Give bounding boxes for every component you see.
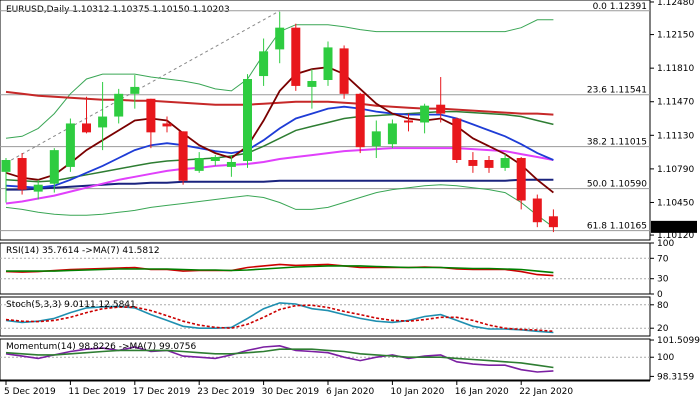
candle-body [130, 86, 140, 94]
price-tick-label: 1.11130 [657, 131, 694, 141]
indicator-panel-stoch: 80 20 Stoch(5,3,3) 9.0111 12.5841 [0, 296, 669, 337]
candle-body [532, 198, 542, 223]
chart-header: EURUSD,Daily 1.10312 1.10375 1.10150 1.1… [6, 5, 230, 15]
price-tick-label: 1.10120 [657, 231, 694, 241]
candle-body [516, 158, 526, 201]
fib-level-label: 38.2 1.11015 [587, 138, 647, 148]
candle-body [1, 160, 11, 172]
candle-body [146, 98, 156, 133]
stoch-series-0 [5, 302, 554, 334]
candle-body [226, 161, 236, 167]
slow-red-ma-line [5, 90, 554, 116]
momentum-title: Momentum(14) 98.8226 ->MA(7) 99.0756 [6, 342, 197, 352]
candle-body [420, 105, 430, 123]
rsi-series-0 [5, 263, 554, 277]
time-tick-label: 6 Jan 2020 [326, 387, 374, 397]
current-price-marker [651, 220, 697, 233]
price-tick-label: 1.11470 [657, 98, 694, 108]
price-tick-label: 1.10450 [657, 198, 694, 208]
time-tick-label: 17 Dec 2019 [133, 387, 191, 397]
candle-body [243, 79, 252, 161]
green-ma-line [5, 110, 554, 183]
momentum-tick-label: 100 [657, 353, 674, 363]
time-tick-label: 11 Dec 2019 [68, 387, 126, 397]
time-tick-label: 23 Dec 2019 [197, 387, 255, 397]
candle-body [194, 158, 204, 171]
indicator-panels: 100 70 30 0 RSI(14) 35.7614 ->MA(7) 41.5812 8… [0, 239, 700, 382]
candle-body [259, 51, 269, 77]
rsi-tick-label: 70 [657, 254, 669, 264]
candle-body [355, 93, 365, 148]
fib-level-label: 23.6 1.11541 [587, 86, 647, 96]
candle-body [323, 47, 333, 80]
price-plot: 0.0 1.12391 23.6 1.11541 38.2 1.11015 50.0 … [0, 2, 650, 233]
time-tick-label: 5 Dec 2019 [4, 387, 56, 397]
momentum-series-0 [5, 344, 554, 373]
candle-body [49, 150, 59, 184]
candle-body [114, 93, 124, 117]
price-tick-label: 1.11810 [657, 64, 694, 74]
indicator-panel-momentum: 101.5099 100 98.3159 Momentum(14) 98.8226 -… [0, 336, 700, 382]
candle-body [33, 184, 43, 192]
time-tick-label: 22 Jan 2020 [519, 387, 573, 397]
time-tick-label: 16 Jan 2020 [455, 387, 509, 397]
momentum-tick-label: 101.5099 [657, 336, 700, 346]
candle-body [98, 116, 108, 128]
candle-body [162, 123, 172, 127]
fib-level-label: 50.0 1.10590 [587, 180, 647, 190]
price-axis: 1.12480 1.12150 1.11810 1.11470 1.11130 1.107… [650, 0, 697, 241]
price-panel: EURUSD,Daily 1.10312 1.10375 1.10150 1.1… [0, 0, 651, 241]
candle-body [484, 160, 494, 168]
bollinger-lower-line [5, 184, 554, 228]
candle-body [275, 27, 285, 50]
candle-body [452, 118, 462, 160]
price-tick-label: 1.12150 [657, 31, 694, 41]
blue-ma-line [5, 105, 554, 189]
trend-line [5, 10, 280, 164]
candle-body [178, 131, 188, 181]
time-tick-label: 10 Jan 2020 [390, 387, 444, 397]
rsi-title: RSI(14) 35.7614 ->MA(7) 41.5812 [6, 246, 160, 256]
candle-body [210, 157, 220, 161]
rsi-tick-label: 0 [657, 290, 663, 300]
candle-body [291, 27, 301, 86]
momentum-series-1 [5, 348, 554, 369]
rsi-tick-label: 100 [657, 239, 674, 249]
time-axis: 5 Dec 2019 11 Dec 2019 17 Dec 2019 23 Dec 2… [0, 380, 650, 397]
candle-body [387, 123, 397, 145]
candle-body [468, 160, 478, 166]
rsi-tick-label: 30 [657, 275, 669, 285]
fib-level-label: 0.0 1.12391 [593, 2, 647, 12]
candle-body [339, 48, 349, 94]
candle-body [65, 123, 75, 167]
current-price-label: 1.10203 [654, 223, 691, 233]
candle-body [17, 158, 27, 190]
momentum-panel-frame [0, 338, 651, 381]
magenta-ma-line [5, 147, 554, 205]
stoch-series-1 [5, 304, 554, 333]
indicator-panel-rsi: 100 70 30 0 RSI(14) 35.7614 ->MA(7) 41.5812 [0, 239, 674, 300]
time-tick-label: 30 Dec 2019 [262, 387, 320, 397]
candle-body [404, 120, 413, 123]
fast-red-ma-line [5, 66, 554, 194]
candle-body [371, 131, 381, 147]
candle-body [500, 158, 510, 168]
rsi-series-1 [6, 265, 554, 274]
fib-level-label: 61.8 1.10165 [587, 222, 647, 232]
momentum-tick-label: 98.3159 [657, 372, 694, 382]
candle-body [82, 123, 91, 133]
stoch-tick-label: 80 [657, 301, 669, 311]
candle-body [307, 80, 317, 87]
stoch-title: Stoch(5,3,3) 9.0111 12.5841 [6, 300, 136, 310]
price-tick-label: 1.12480 [657, 0, 694, 8]
candle-body [548, 216, 558, 228]
price-tick-label: 1.10790 [657, 165, 694, 175]
candle-body [436, 104, 446, 114]
stoch-tick-label: 20 [657, 324, 669, 334]
stoch-panel-frame [0, 296, 651, 337]
